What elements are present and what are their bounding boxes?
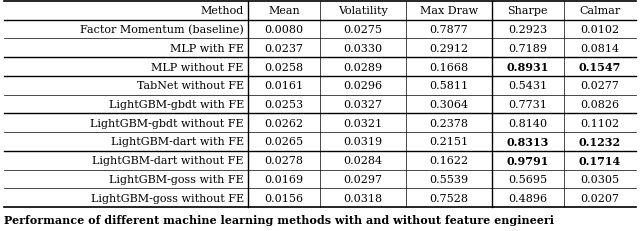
Text: 0.7528: 0.7528 (429, 193, 468, 203)
Text: 0.0207: 0.0207 (580, 193, 620, 203)
Text: 0.2923: 0.2923 (508, 25, 547, 35)
Text: 0.7189: 0.7189 (508, 44, 547, 54)
Text: Performance of different machine learning methods with and without feature engin: Performance of different machine learnin… (4, 214, 554, 225)
Text: 0.0330: 0.0330 (344, 44, 383, 54)
Text: LightGBM-gbdt with FE: LightGBM-gbdt with FE (109, 100, 244, 109)
Text: 0.0297: 0.0297 (344, 174, 383, 184)
Text: LightGBM-dart without FE: LightGBM-dart without FE (92, 155, 244, 165)
Text: 0.5811: 0.5811 (429, 81, 468, 91)
Text: 0.0258: 0.0258 (264, 62, 303, 72)
Text: 0.5539: 0.5539 (429, 174, 468, 184)
Text: 0.1622: 0.1622 (429, 155, 468, 165)
Text: LightGBM-dart with FE: LightGBM-dart with FE (111, 137, 244, 147)
Text: 0.0237: 0.0237 (264, 44, 303, 54)
Text: 0.8313: 0.8313 (507, 136, 549, 147)
Text: 0.2378: 0.2378 (429, 118, 468, 128)
Text: 0.0289: 0.0289 (344, 62, 383, 72)
Text: 0.0296: 0.0296 (344, 81, 383, 91)
Bar (4, 2, 636, 207)
Text: 0.0321: 0.0321 (344, 118, 383, 128)
Text: 0.0265: 0.0265 (264, 137, 303, 147)
Text: 0.0253: 0.0253 (264, 100, 303, 109)
Text: 0.8140: 0.8140 (508, 118, 547, 128)
Text: Method: Method (200, 6, 244, 16)
Text: 0.0156: 0.0156 (264, 193, 303, 203)
Text: 0.1102: 0.1102 (580, 118, 620, 128)
Text: Calmar: Calmar (579, 6, 621, 16)
Text: Volatility: Volatility (338, 6, 388, 16)
Text: Factor Momentum (baseline): Factor Momentum (baseline) (80, 25, 244, 35)
Text: 0.9791: 0.9791 (507, 155, 549, 166)
Text: Max Draw: Max Draw (420, 6, 478, 16)
Text: LightGBM-goss with FE: LightGBM-goss with FE (109, 174, 244, 184)
Text: 0.3064: 0.3064 (429, 100, 468, 109)
Text: Mean: Mean (268, 6, 300, 16)
Text: 0.0169: 0.0169 (264, 174, 303, 184)
Text: 0.0275: 0.0275 (344, 25, 383, 35)
Text: 0.0826: 0.0826 (580, 100, 620, 109)
Text: 0.2151: 0.2151 (429, 137, 468, 147)
Text: 0.0318: 0.0318 (344, 193, 383, 203)
Text: 0.1714: 0.1714 (579, 155, 621, 166)
Text: 0.0262: 0.0262 (264, 118, 303, 128)
Text: 0.5695: 0.5695 (508, 174, 547, 184)
Text: 0.1232: 0.1232 (579, 136, 621, 147)
Text: 0.1547: 0.1547 (579, 62, 621, 73)
Text: MLP with FE: MLP with FE (170, 44, 244, 54)
Text: 0.8931: 0.8931 (507, 62, 549, 73)
Text: Sharpe: Sharpe (508, 6, 548, 16)
Text: 0.0277: 0.0277 (580, 81, 620, 91)
Text: TabNet without FE: TabNet without FE (137, 81, 244, 91)
Text: 0.7877: 0.7877 (429, 25, 468, 35)
Text: 0.0080: 0.0080 (264, 25, 303, 35)
Text: 0.0814: 0.0814 (580, 44, 620, 54)
Text: MLP without FE: MLP without FE (152, 62, 244, 72)
Text: 0.7731: 0.7731 (508, 100, 547, 109)
Text: 0.5431: 0.5431 (508, 81, 547, 91)
Text: 0.0102: 0.0102 (580, 25, 620, 35)
Text: 0.0284: 0.0284 (344, 155, 383, 165)
Text: 0.4896: 0.4896 (508, 193, 547, 203)
Text: 0.1668: 0.1668 (429, 62, 468, 72)
Text: LightGBM-goss without FE: LightGBM-goss without FE (91, 193, 244, 203)
Text: 0.2912: 0.2912 (429, 44, 468, 54)
Text: 0.0305: 0.0305 (580, 174, 620, 184)
Text: 0.0161: 0.0161 (264, 81, 303, 91)
Text: LightGBM-gbdt without FE: LightGBM-gbdt without FE (90, 118, 244, 128)
Text: 0.0327: 0.0327 (344, 100, 383, 109)
Text: 0.0278: 0.0278 (264, 155, 303, 165)
Text: 0.0319: 0.0319 (344, 137, 383, 147)
